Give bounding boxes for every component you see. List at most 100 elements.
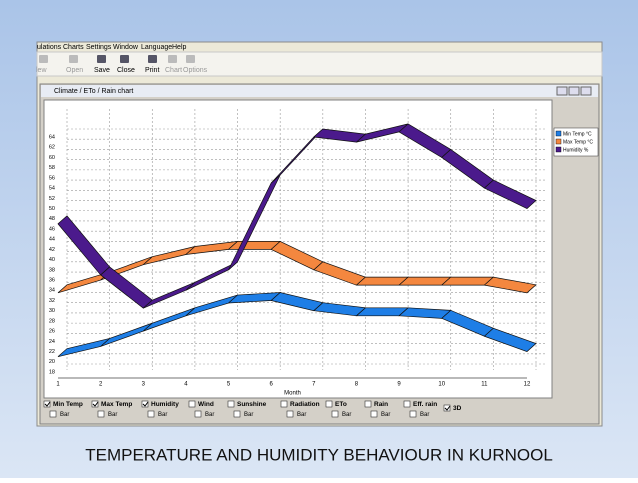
x-tick-label: 12	[524, 382, 531, 388]
x-tick-label: 2	[99, 382, 103, 388]
toolbar-button[interactable]: Open	[66, 67, 83, 74]
checkbox[interactable]	[141, 400, 149, 408]
checkbox[interactable]	[188, 400, 196, 408]
legend-label: Max Temp °C	[563, 139, 593, 145]
checkmark	[142, 401, 149, 407]
checkbox[interactable]	[403, 400, 411, 408]
checkbox-label: Humidity	[151, 401, 179, 408]
checkbox[interactable]	[91, 400, 99, 408]
chart-window-titlebar	[41, 85, 598, 97]
bar-checkbox[interactable]	[370, 410, 378, 418]
y-tick-label: 62	[49, 145, 55, 151]
legend-swatch	[555, 146, 562, 153]
checkbox[interactable]	[325, 400, 333, 408]
toolbar-button[interactable]: Save	[94, 67, 110, 74]
bar-label: Bar	[158, 412, 167, 418]
bar-label: Bar	[244, 412, 253, 418]
bar-checkbox[interactable]	[331, 410, 339, 418]
line-segment	[483, 327, 537, 352]
line-segment	[483, 276, 537, 294]
y-tick-label: 48	[49, 216, 55, 222]
checkbox[interactable]	[227, 400, 235, 408]
legend-label: Min Temp °C	[563, 131, 592, 137]
x-tick-label: 1	[56, 382, 60, 388]
toolbar-icon[interactable]	[69, 55, 78, 63]
checkmark	[44, 401, 51, 407]
y-tick-label: 34	[49, 288, 55, 294]
toolbar-icon[interactable]	[120, 55, 129, 63]
x-tick-label: 3	[142, 382, 146, 388]
toolbar	[36, 51, 603, 77]
bar-checkbox[interactable]	[286, 410, 294, 418]
close-button[interactable]	[580, 86, 592, 96]
toolbar-icon[interactable]	[186, 55, 195, 63]
x-tick-label: 10	[438, 382, 445, 388]
checkbox[interactable]	[364, 400, 372, 408]
bar-checkbox[interactable]	[147, 410, 155, 418]
toolbar-button[interactable]: Chart	[165, 67, 182, 74]
toolbar-button[interactable]: lew	[36, 67, 47, 74]
y-tick-label: 24	[49, 339, 55, 345]
checkmark	[444, 405, 451, 411]
y-tick-label: 18	[49, 369, 55, 375]
y-tick-label: 56	[49, 175, 55, 181]
x-tick-label: 7	[312, 382, 316, 388]
y-tick-label: 60	[49, 155, 55, 161]
bar-checkbox[interactable]	[233, 410, 241, 418]
checkbox-label: Radiation	[290, 401, 320, 408]
checkbox-label: Sunshine	[237, 401, 267, 408]
toolbar-icon[interactable]	[39, 55, 48, 63]
maximize-button[interactable]	[568, 86, 580, 96]
x-tick-label: 9	[397, 382, 401, 388]
menu-item[interactable]: Charts	[63, 44, 84, 51]
toolbar-button[interactable]: Close	[117, 67, 135, 74]
legend-label: Humidity %	[563, 147, 589, 153]
checkbox[interactable]	[443, 404, 451, 412]
window-title: Climate / ETo / Rain chart	[54, 88, 133, 95]
x-axis-label: Month	[284, 391, 301, 397]
minimize-button[interactable]	[556, 86, 568, 96]
y-tick-label: 42	[49, 247, 55, 253]
bar-checkbox[interactable]	[194, 410, 202, 418]
legend-swatch	[555, 138, 562, 145]
toolbar-icon[interactable]	[148, 55, 157, 63]
checkbox-label: Wind	[198, 401, 214, 408]
caption: TEMPERATURE AND HUMIDITY BEHAVIOUR IN KU…	[85, 445, 553, 464]
x-tick-label: 4	[184, 382, 188, 388]
toolbar-button[interactable]: Print	[145, 67, 159, 74]
toolbar-icon[interactable]	[168, 55, 177, 63]
checkbox-label: 3D	[453, 405, 462, 412]
bar-label: Bar	[60, 412, 69, 418]
menu-item[interactable]: Help	[172, 44, 187, 51]
menu-item[interactable]: Window	[113, 44, 139, 51]
y-tick-label: 22	[49, 349, 55, 355]
bar-label: Bar	[381, 412, 390, 418]
checkbox[interactable]	[280, 400, 288, 408]
checkbox[interactable]	[43, 400, 51, 408]
menu-item[interactable]: Settings	[86, 44, 112, 51]
x-tick-label: 5	[227, 382, 231, 388]
y-tick-label: 30	[49, 308, 55, 314]
y-tick-label: 28	[49, 318, 55, 324]
checkbox-label: Eff. rain	[413, 401, 437, 408]
x-tick-label: 11	[481, 382, 488, 388]
y-tick-label: 54	[49, 186, 55, 192]
y-tick-label: 32	[49, 298, 55, 304]
y-tick-label: 44	[49, 237, 55, 243]
bar-checkbox[interactable]	[409, 410, 417, 418]
menu-item[interactable]: ulations	[37, 44, 62, 51]
y-tick-label: 20	[49, 359, 55, 365]
bar-checkbox[interactable]	[49, 410, 57, 418]
bar-checkbox[interactable]	[97, 410, 105, 418]
bar-label: Bar	[205, 412, 214, 418]
toolbar-button[interactable]: Options	[183, 67, 208, 74]
y-tick-label: 36	[49, 277, 55, 283]
checkbox-label: Rain	[374, 401, 388, 408]
line-segment	[483, 179, 537, 209]
checkbox-label: Max Temp	[101, 401, 132, 408]
y-tick-label: 46	[49, 226, 55, 232]
menu-item[interactable]: Language	[141, 44, 172, 51]
y-tick-label: 64	[49, 134, 55, 140]
toolbar-icon[interactable]	[97, 55, 106, 63]
